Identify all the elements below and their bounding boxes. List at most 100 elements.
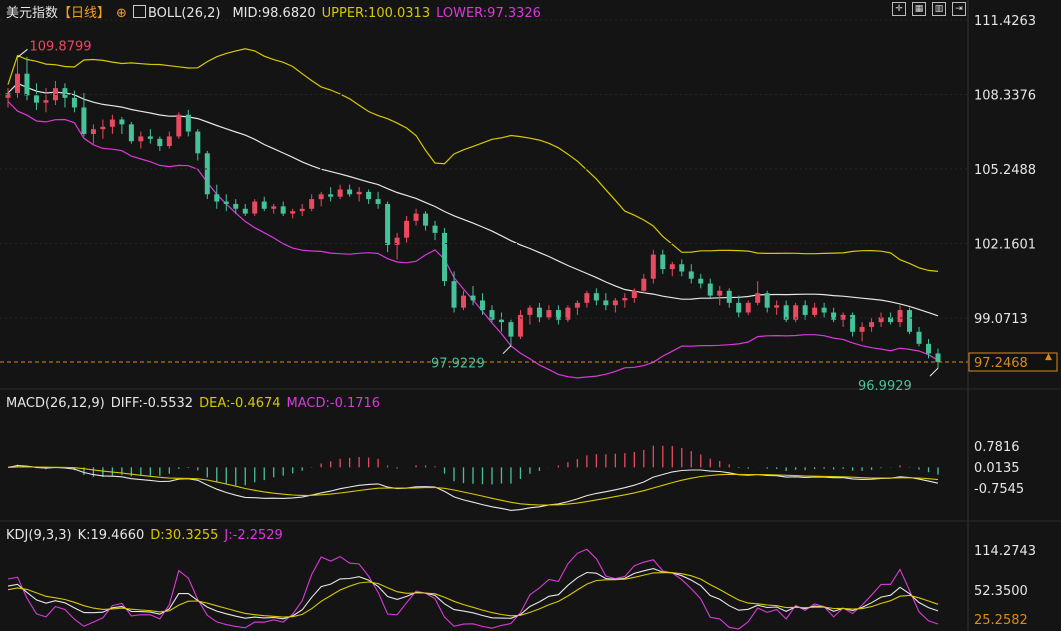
macd-y-tick-label: 0.7816 [974,440,1020,455]
boll-lower: LOWER:97.3326 [436,6,541,21]
candle [90,129,96,134]
indicator-toggle-icon[interactable]: ⊕ [116,6,127,21]
candle [555,310,561,320]
symbol-name: 美元指数 [6,6,59,21]
current-price-tag [968,352,1058,372]
candle [517,314,523,337]
candle [593,293,599,301]
y-tick-label: 99.0713 [974,312,1028,327]
candle [290,211,296,214]
candle [347,189,353,195]
candle [840,314,846,320]
kdj-y-tick-label: 52.3500 [974,584,1028,599]
kdj-y-tick-label: 114.2743 [974,544,1036,559]
candle [764,293,770,308]
candle [793,305,799,320]
candle [508,322,514,337]
candle [242,208,248,214]
candle [233,203,239,209]
candle [774,305,780,308]
candle [451,281,457,308]
candle [157,138,163,147]
candle [574,302,580,308]
candle [14,73,20,93]
main-chart-header: 美元指数【日线】 ⊕ BOLL(26,2) MID:98.6820 UPPER:100.… [6,2,547,21]
candle [271,206,277,209]
macd-value: MACD:-0.1716 [286,396,381,411]
macd-y-tick-label: 0.0135 [974,461,1020,476]
macd-y-tick-label: -0.7545 [974,482,1024,497]
kdj-j-line [7,548,939,630]
annotation-pointer [17,48,28,58]
candle [337,189,343,197]
current-price-label: 97.2468 [974,356,1028,371]
candle [404,220,410,238]
period-label[interactable]: 【日线】 [58,6,111,21]
kdj-header: KDJ(9,3,3) K:19.4660 D:30.3255 J:-2.2529 [6,528,289,543]
candle [698,278,704,284]
candle [878,317,884,323]
low-annotation: 97.9229 [431,357,485,372]
grid-icon[interactable]: ▦ [912,2,926,16]
candle [328,194,334,197]
candle [261,201,267,209]
candle [470,295,476,301]
boll-label[interactable]: BOLL(26,2) [132,5,227,21]
y-tick-label: 111.4263 [974,14,1036,29]
y-tick-label: 102.1601 [974,237,1036,252]
kdj-current-label: 25.2582 [974,613,1028,628]
kdj-label[interactable]: KDJ(9,3,3) [6,528,72,543]
candle [850,314,856,332]
candle [5,92,11,98]
crosshair-icon[interactable]: ✛ [892,2,906,16]
candle [679,264,685,272]
macd-dea: DEA:-0.4674 [199,396,281,411]
candle [726,290,732,303]
candle [109,119,115,127]
candle [489,310,495,320]
candle [603,300,609,306]
candle [536,307,542,318]
candle [527,307,533,315]
chart-type-icon [132,5,146,18]
fullscreen-icon[interactable]: ⇥ [952,2,966,16]
annotation-pointer [502,345,512,355]
candle [128,124,134,142]
macd-diff-line [7,465,939,511]
candle [375,199,381,204]
candle [442,232,448,282]
candle [356,191,362,195]
boll-upper: UPPER:100.0313 [321,6,431,21]
candle [214,194,220,202]
annotation-pointer [929,367,939,377]
kdj-j: J:-2.2529 [224,528,283,543]
candle [565,307,571,320]
candle [24,73,30,96]
candle [299,208,305,212]
candle [669,264,675,270]
candle [631,290,637,299]
candle [479,300,485,311]
candle [252,201,258,214]
candle [622,298,628,301]
candle [935,353,941,362]
candle [907,310,913,332]
candle [498,319,504,323]
candle [138,136,144,142]
candle [745,302,751,313]
candle [888,317,894,323]
candle [33,95,39,103]
chart-style-icon[interactable]: ▥ [932,2,946,16]
candle [204,153,210,195]
y-tick-label: 108.3376 [974,88,1036,103]
macd-label[interactable]: MACD(26,12,9) [6,396,105,411]
boll-upper-line [7,48,939,272]
candle [783,305,789,320]
candle [717,290,723,296]
candle [185,114,191,132]
candle [612,300,618,306]
candle [223,201,229,204]
candle [584,293,590,303]
candle [413,213,419,221]
